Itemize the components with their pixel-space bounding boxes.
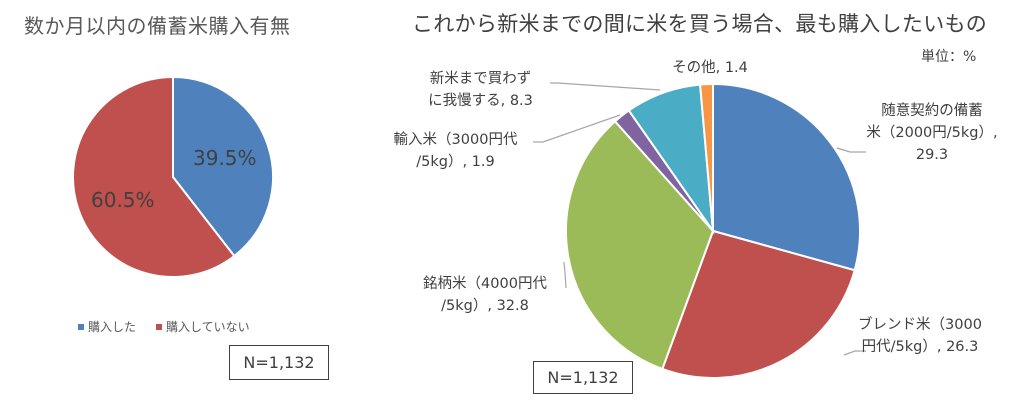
data-label-zuii: 随意契約の備蓄 米（2000円/5kg）, 29.3 <box>862 100 1002 166</box>
slice-label-purchased: 39.5% <box>193 146 257 170</box>
data-label-line: /5kg）, 32.8 <box>441 298 529 314</box>
legend-label: 購入した <box>88 320 137 334</box>
legend-label: 購入していない <box>166 320 250 334</box>
data-label-meigara: 銘柄米（4000円代 /5kg）, 32.8 <box>410 273 560 317</box>
pie-slice-blend <box>661 229 856 379</box>
leader-line-yunyu <box>533 114 621 143</box>
data-label-line: /5kg）, 1.9 <box>416 154 495 170</box>
data-label-line: に我慢する, 8.3 <box>428 93 533 109</box>
data-label-gaman: 新米まで買わず に我慢する, 8.3 <box>408 68 553 112</box>
unit-label: 単位：% <box>921 49 977 65</box>
data-label-line: 円代/5kg）, 26.3 <box>861 339 979 355</box>
legend-item-not-purchased: 購入していない <box>156 318 250 335</box>
pie-slice-other <box>699 82 714 232</box>
leader-lines <box>533 82 866 356</box>
data-label-line: 輸入米（3000円代 <box>393 132 518 148</box>
legend-swatch-blue <box>78 323 84 330</box>
pie-slice-not-purchased <box>72 75 236 278</box>
left-chart-legend: 購入した 購入していない <box>78 318 270 335</box>
data-label-other: その他, 1.4 <box>672 60 748 76</box>
data-label-line: 新米まで買わず <box>429 71 532 87</box>
right-pie <box>565 82 861 379</box>
data-label-yunyu: 輸入米（3000円代 /5kg）, 1.9 <box>378 129 533 173</box>
slice-label-not-purchased: 60.5% <box>91 188 155 212</box>
pie-slice-zuii <box>712 82 861 272</box>
right-sample-size-box: N=1,132 <box>533 361 633 394</box>
left-chart-title: 数か月以内の備蓄米購入有無 <box>24 14 291 38</box>
leader-line-meigara <box>563 261 567 289</box>
data-label-line: 随意契約の備蓄 <box>881 103 983 119</box>
pie-slice-meigara <box>565 119 715 371</box>
data-label-line: 銘柄米（4000円代 <box>423 276 547 292</box>
leader-line-zuii <box>836 147 866 153</box>
left-pie <box>72 75 275 278</box>
pie-slice-purchased <box>172 75 275 258</box>
data-label-line: 29.3 <box>915 147 949 163</box>
leader-line-gaman <box>550 82 661 91</box>
legend-swatch-red <box>156 323 163 330</box>
right-chart-title: これから新米までの間に米を買う場合、最も購入したいもの <box>412 12 988 36</box>
leader-line-blend <box>843 350 866 356</box>
left-sample-size-box: N=1,132 <box>229 345 329 380</box>
data-label-line: ブレンド米（3000 <box>858 317 982 333</box>
legend-item-purchased: 購入した <box>78 318 136 335</box>
data-label-line: 米（2000円/5kg）, <box>866 125 998 141</box>
data-label-blend: ブレンド米（3000 円代/5kg）, 26.3 <box>850 314 990 358</box>
